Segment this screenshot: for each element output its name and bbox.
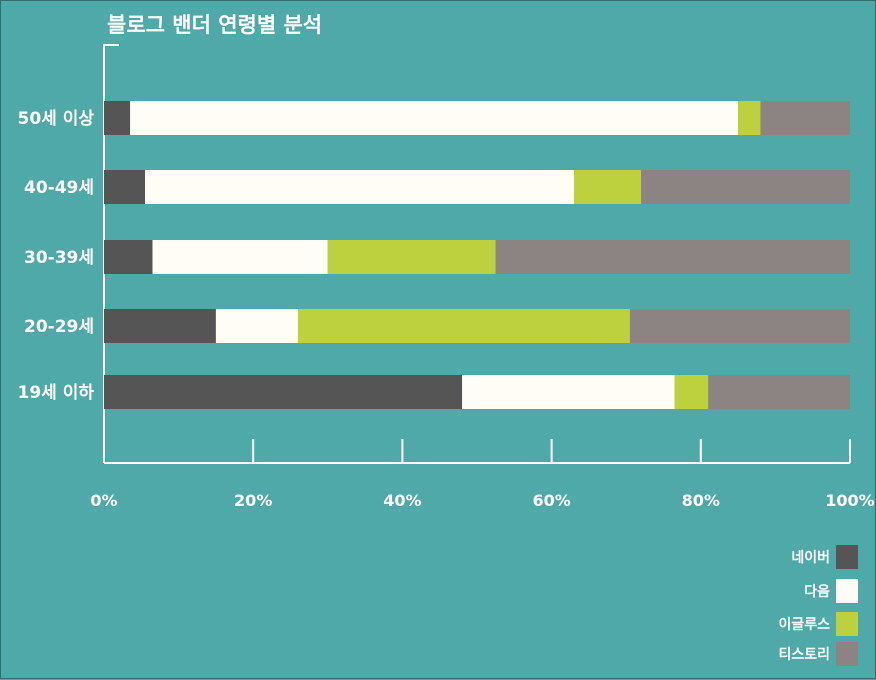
bar-segment bbox=[327, 240, 496, 274]
legend-swatch bbox=[836, 642, 858, 666]
legend-label: 다음 bbox=[804, 584, 830, 600]
bar-segment bbox=[104, 375, 463, 409]
x-tick-label: 0% bbox=[90, 491, 117, 510]
legend-item: 네이버 bbox=[791, 545, 858, 569]
bar-segment bbox=[104, 101, 131, 135]
bar-segment bbox=[462, 375, 675, 409]
legend-label: 네이버 bbox=[791, 549, 830, 566]
x-tick-label: 40% bbox=[383, 491, 421, 510]
x-tick-label: 20% bbox=[234, 491, 272, 510]
category-label: 50세 이상 bbox=[18, 109, 95, 129]
bar-segment bbox=[104, 309, 216, 343]
legend-item: 다음 bbox=[804, 579, 858, 603]
chart-title: 블로그 밴더 연령별 분석 bbox=[107, 13, 322, 37]
x-tick-label: 60% bbox=[532, 491, 570, 510]
bars bbox=[104, 101, 850, 409]
legend-swatch bbox=[836, 612, 858, 636]
bar-segment bbox=[104, 240, 153, 274]
category-label: 19세 이하 bbox=[18, 383, 95, 403]
category-labels: 50세 이상 40-49세 30-39세 20-29세 19세 이하 bbox=[18, 109, 95, 403]
legend-swatch bbox=[836, 545, 858, 569]
bar-segment bbox=[641, 170, 850, 204]
category-label: 30-39세 bbox=[24, 248, 94, 268]
bar-segment bbox=[674, 375, 709, 409]
bar-segment bbox=[738, 101, 761, 135]
legend-swatch bbox=[836, 579, 858, 603]
bar-segment bbox=[104, 170, 146, 204]
x-tick-label: 80% bbox=[682, 491, 720, 510]
bar-segment bbox=[297, 309, 630, 343]
x-tick-labels: 0% 20% 40% 60% 80% 100% bbox=[90, 439, 875, 510]
legend-label: 티스토리 bbox=[778, 647, 830, 663]
bar-segment bbox=[760, 101, 850, 135]
bar-segment bbox=[130, 101, 739, 135]
legend-item: 이글루스 bbox=[778, 612, 858, 636]
legend-label: 이글루스 bbox=[778, 616, 830, 633]
bar-segment bbox=[145, 170, 574, 204]
bar-segment bbox=[573, 170, 642, 204]
bar-segment bbox=[215, 309, 298, 343]
bar-segment bbox=[495, 240, 850, 274]
category-label: 40-49세 bbox=[24, 178, 94, 198]
x-tick-label: 100% bbox=[825, 491, 874, 510]
bar-segment bbox=[152, 240, 328, 274]
bar-segment bbox=[629, 309, 850, 343]
bar-segment bbox=[708, 375, 850, 409]
legend-item: 티스토리 bbox=[778, 642, 858, 666]
category-label: 20-29세 bbox=[24, 317, 94, 337]
